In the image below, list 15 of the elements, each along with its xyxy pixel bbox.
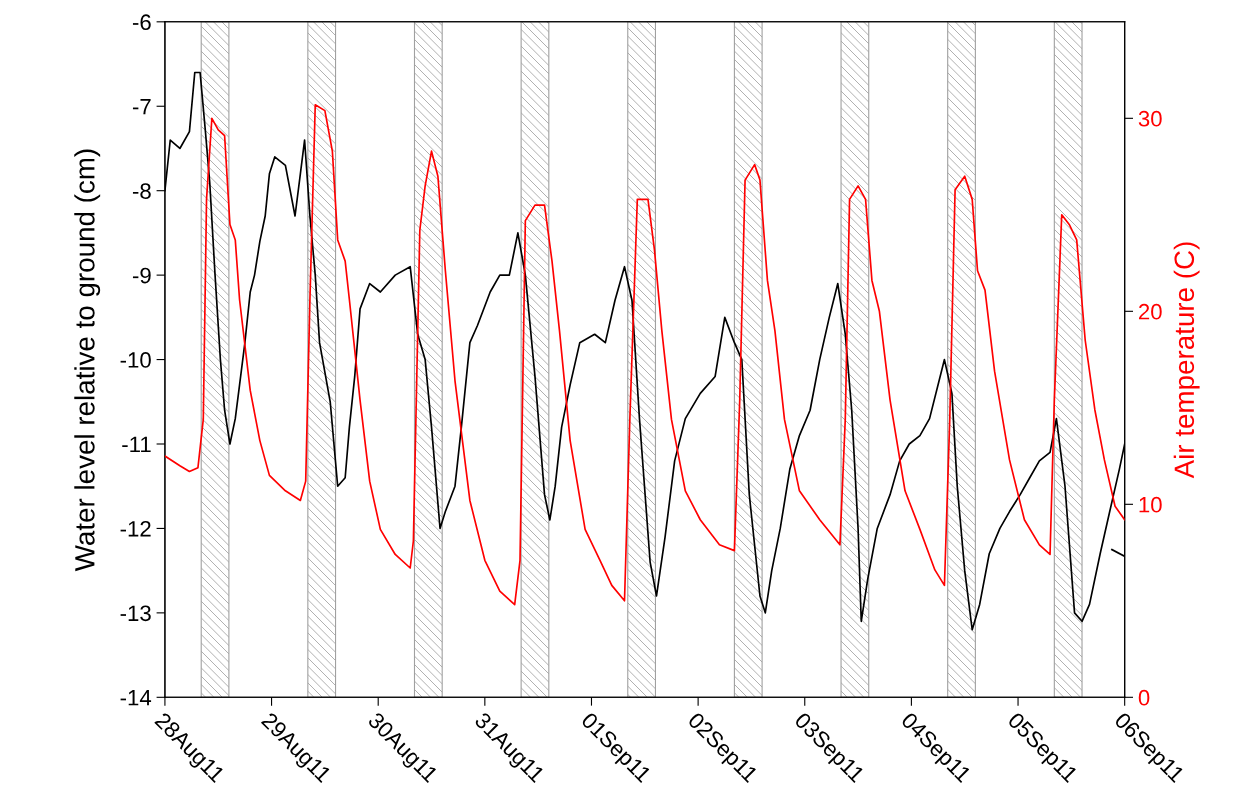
y2-tick-label: 30: [1138, 110, 1162, 127]
y2-tick-label: 0: [1138, 689, 1150, 706]
y-tick-label: -13: [120, 605, 151, 622]
y-tick-label: -7: [132, 99, 151, 115]
y-tick-label: -14: [120, 690, 152, 706]
y2-tick-label: 20: [1138, 303, 1162, 320]
y-tick-label: -10: [120, 352, 151, 368]
y2-tick-label: 10: [1139, 496, 1162, 513]
y-tick-label: -9: [132, 267, 151, 284]
y-tick-label: -6: [132, 14, 151, 31]
y-tick-label: -11: [122, 436, 151, 453]
y-tick-label: -12: [120, 520, 151, 537]
y-axis-title: Water level relative to ground (cm): [74, 149, 101, 572]
y-tick-label: -8: [132, 183, 151, 199]
y2-axis-title: Air temperature (C): [1173, 242, 1200, 479]
